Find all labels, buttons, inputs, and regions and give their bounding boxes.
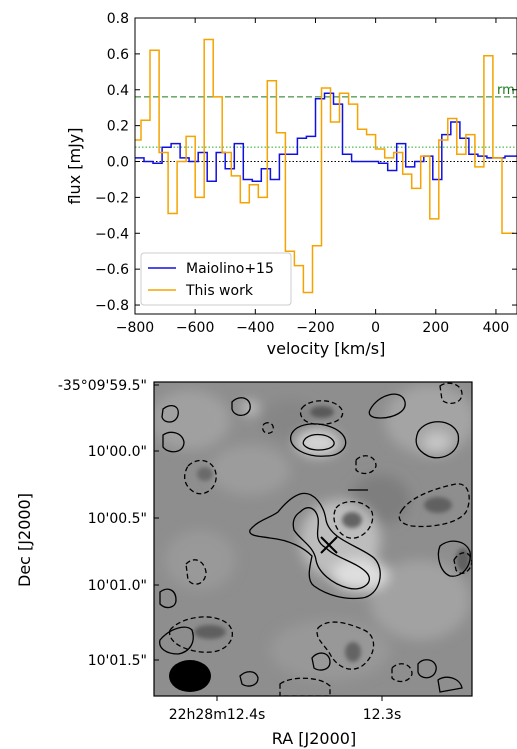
ra-axis-label: RA [J2000] bbox=[272, 729, 356, 748]
x-tick-label: −600 bbox=[176, 320, 214, 336]
dec-tick-label: 10'01.0" bbox=[88, 578, 147, 594]
dec-tick-label: 10'00.5" bbox=[88, 511, 147, 527]
x-tick-label: 200 bbox=[422, 320, 449, 336]
source-marker bbox=[320, 536, 338, 554]
x-tick-label: 400 bbox=[483, 320, 510, 336]
axis-ticks: −0.8 −0.6 −0.4 −0.2 0.0 0.2 0.4 0.6 0.8 −800 −600 −… bbox=[95, 11, 517, 336]
y-tick-label: 0.6 bbox=[107, 47, 129, 63]
legend: Maiolino+15 This work bbox=[140, 252, 292, 306]
y-axis-label: flux [mJy] bbox=[65, 127, 84, 204]
x-axis-label: velocity [km/s] bbox=[267, 339, 386, 358]
ra-tick-label: 12.3s bbox=[363, 707, 401, 723]
dec-axis-label: Dec [J2000] bbox=[15, 493, 34, 587]
rms-annotation: rm bbox=[497, 83, 515, 98]
series-line-thiswork bbox=[135, 38, 514, 294]
legend-label-thiswork: This work bbox=[185, 283, 254, 299]
legend-label-maiolino: Maiolino+15 bbox=[186, 261, 274, 277]
y-tick-label: −0.4 bbox=[95, 226, 129, 242]
dec-tick-label: 10'00.0" bbox=[88, 444, 147, 460]
y-tick-label: 0.8 bbox=[107, 11, 129, 27]
y-tick-label: −0.8 bbox=[95, 298, 129, 314]
legend-box bbox=[140, 252, 292, 306]
x-tick-label: −400 bbox=[236, 320, 274, 336]
series-group bbox=[135, 38, 517, 294]
y-tick-label: 0.0 bbox=[107, 155, 129, 171]
dec-tick-label: 10'01.5" bbox=[88, 653, 147, 669]
map-frame bbox=[153, 381, 473, 697]
y-tick-label: −0.2 bbox=[95, 190, 129, 206]
contour-lines-dashed bbox=[169, 382, 472, 696]
x-tick-label: 0 bbox=[371, 320, 380, 336]
x-tick-label: −800 bbox=[116, 320, 154, 336]
series-line-maiolino bbox=[135, 92, 517, 182]
map-image bbox=[154, 382, 472, 696]
y-tick-label: 0.2 bbox=[107, 119, 129, 135]
dec-tick-label: -35°09'59.5" bbox=[58, 378, 147, 394]
map-chart: -35°09'59.5" 10'00.0" 10'00.5" 10'01.0" … bbox=[15, 378, 473, 748]
map-ticks bbox=[154, 384, 383, 701]
plot-frame bbox=[134, 17, 517, 315]
ra-tick-label: 22h28m12.4s bbox=[169, 707, 266, 723]
x-tick-label: −200 bbox=[296, 320, 334, 336]
y-tick-label: −0.6 bbox=[95, 262, 129, 278]
beam-ellipse bbox=[169, 660, 211, 692]
spectrum-chart: rm −0.8 −0.6 −0.4 −0.2 0.0 0.2 0.4 0.6 0.8 −800 −6… bbox=[65, 11, 517, 358]
y-tick-label: 0.4 bbox=[107, 83, 129, 99]
contour-lines bbox=[159, 393, 471, 693]
